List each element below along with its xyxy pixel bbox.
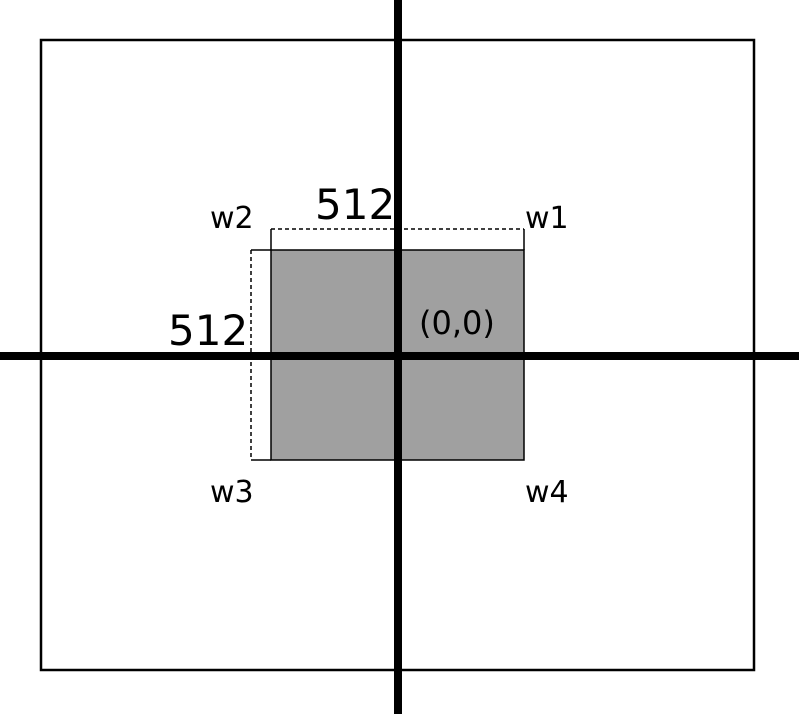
height-dimension-label: 512 bbox=[168, 306, 248, 355]
corner-label-w2: w2 bbox=[210, 201, 254, 236]
corner-label-w4: w4 bbox=[525, 475, 569, 510]
corner-label-w1: w1 bbox=[525, 201, 569, 236]
origin-label: (0,0) bbox=[419, 304, 495, 342]
width-dimension-label: 512 bbox=[315, 180, 395, 229]
corner-label-w3: w3 bbox=[210, 475, 254, 510]
